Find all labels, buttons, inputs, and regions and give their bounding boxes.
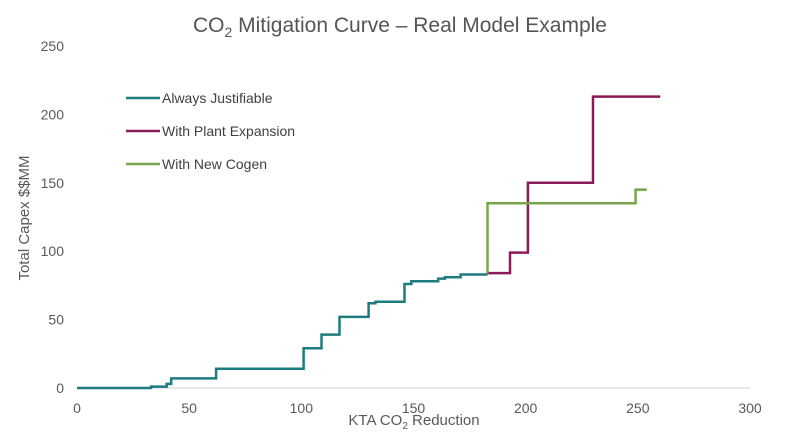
- y-tick-label: 250: [41, 38, 65, 54]
- x-tick-label: 100: [290, 400, 314, 416]
- x-tick-label: 300: [738, 400, 762, 416]
- x-tick-labels: 0 50 100 150 200 250 300: [73, 400, 762, 416]
- y-tick-label: 0: [56, 380, 64, 396]
- legend-label-0: Always Justifiable: [162, 90, 273, 106]
- x-tick-label: 50: [181, 400, 197, 416]
- series-line-1: [487, 95, 661, 275]
- y-axis-title: Total Capex $$MM: [16, 155, 33, 280]
- x-tick-label: 200: [514, 400, 538, 416]
- chart-title: CO2 Mitigation Curve – Real Model Exampl…: [193, 14, 607, 40]
- series-line-0: [77, 273, 488, 390]
- x-tick-label: 250: [626, 400, 650, 416]
- x-axis-title: KTA CO2 Reduction: [348, 412, 479, 432]
- y-tick-labels: 0 50 100 150 200 250: [41, 38, 65, 396]
- legend-label-1: With Plant Expansion: [162, 123, 295, 139]
- y-tick-label: 200: [41, 106, 65, 122]
- x-tick-label: 0: [73, 400, 81, 416]
- series-layer: [77, 95, 661, 390]
- y-tick-label: 100: [41, 243, 65, 259]
- y-tick-label: 150: [41, 175, 65, 191]
- x-tick-label: 150: [402, 400, 426, 416]
- legend-label-2: With New Cogen: [162, 156, 267, 172]
- y-tick-label: 50: [48, 312, 64, 328]
- legend: Always Justifiable With Plant Expansion Wi…: [126, 90, 295, 172]
- series-line-2: [486, 188, 647, 274]
